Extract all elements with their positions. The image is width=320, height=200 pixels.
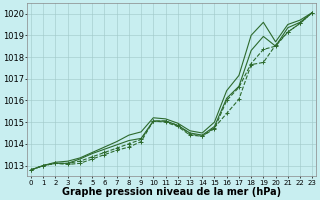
X-axis label: Graphe pression niveau de la mer (hPa): Graphe pression niveau de la mer (hPa) bbox=[62, 187, 281, 197]
